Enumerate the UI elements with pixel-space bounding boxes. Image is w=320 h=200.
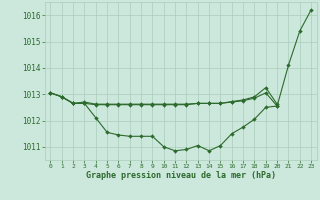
X-axis label: Graphe pression niveau de la mer (hPa): Graphe pression niveau de la mer (hPa) [86,171,276,180]
